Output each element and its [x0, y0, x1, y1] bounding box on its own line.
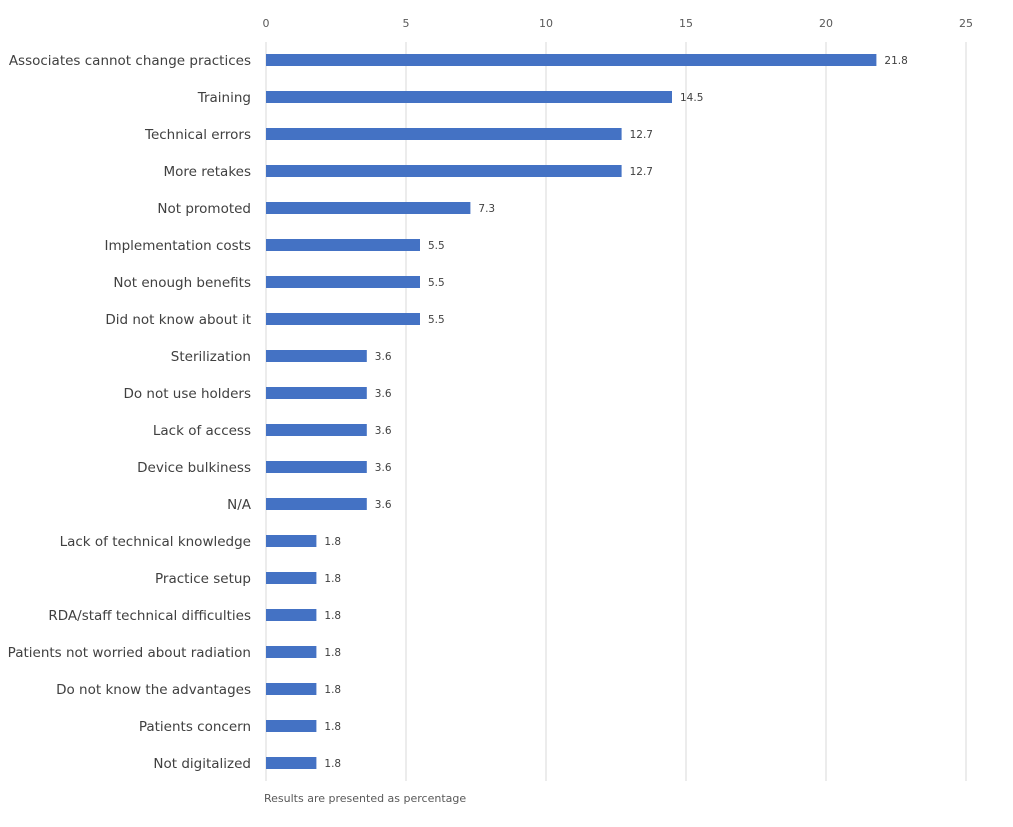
- data-label: 1.8: [324, 610, 341, 622]
- category-label: Patients not worried about radiation: [8, 645, 251, 661]
- category-label: Device bulkiness: [137, 460, 251, 476]
- bar: [266, 165, 622, 177]
- category-label: Did not know about it: [105, 312, 251, 328]
- data-label: 5.5: [428, 240, 445, 252]
- x-axis-ticks: 0 5 10 15 20 25: [263, 17, 974, 30]
- category-label: Do not use holders: [123, 386, 251, 402]
- category-label: N/A: [227, 497, 252, 513]
- data-label: 1.8: [324, 721, 341, 733]
- bar: [266, 276, 420, 288]
- data-label: 5.5: [428, 314, 445, 326]
- bar: [266, 609, 317, 621]
- x-tick-label: 0: [263, 17, 270, 30]
- x-tick-label: 20: [819, 17, 833, 30]
- data-label: 1.8: [324, 758, 341, 770]
- bar: [266, 202, 471, 214]
- data-label: 21.8: [884, 55, 907, 67]
- bar: [266, 91, 672, 103]
- category-label: Training: [197, 90, 251, 106]
- data-label: 3.6: [375, 425, 392, 437]
- data-label: 3.6: [375, 388, 392, 400]
- bar: [266, 461, 367, 473]
- category-label: Lack of access: [153, 423, 251, 439]
- data-label: 12.7: [630, 129, 653, 141]
- data-label: 12.7: [630, 166, 653, 178]
- chart-footnote: Results are presented as percentage: [264, 792, 467, 805]
- category-label: Lack of technical knowledge: [60, 534, 251, 550]
- bar: [266, 128, 622, 140]
- bars: [266, 54, 877, 769]
- category-label: Not enough benefits: [113, 275, 251, 291]
- data-label: 1.8: [324, 684, 341, 696]
- category-label: Sterilization: [171, 349, 251, 365]
- data-label: 1.8: [324, 573, 341, 585]
- bar: [266, 350, 367, 362]
- bar: [266, 572, 317, 584]
- value-labels: 21.8 14.5 12.7 12.7 7.3 5.5 5.5 5.5 3.6 3.6 3.6 3.6…: [324, 55, 907, 770]
- bar: [266, 313, 420, 325]
- category-label: Patients concern: [139, 719, 251, 735]
- category-label: RDA/staff technical difficulties: [48, 608, 251, 624]
- bar: [266, 757, 317, 769]
- category-label: Implementation costs: [104, 238, 251, 254]
- x-tick-label: 5: [403, 17, 410, 30]
- category-label: Associates cannot change practices: [9, 53, 251, 69]
- x-tick-label: 15: [679, 17, 693, 30]
- data-label: 5.5: [428, 277, 445, 289]
- bar: [266, 720, 317, 732]
- category-label: Practice setup: [155, 571, 251, 587]
- category-label: More retakes: [163, 164, 251, 180]
- gridlines: [265, 42, 967, 781]
- category-label: Do not know the advantages: [56, 682, 251, 698]
- bar: [266, 239, 420, 251]
- data-label: 14.5: [680, 92, 703, 104]
- category-label: Technical errors: [144, 127, 251, 143]
- data-label: 1.8: [324, 647, 341, 659]
- bar: [266, 683, 317, 695]
- bar: [266, 646, 317, 658]
- bar: [266, 535, 317, 547]
- data-label: 1.8: [324, 536, 341, 548]
- data-label: 3.6: [375, 351, 392, 363]
- bar: [266, 424, 367, 436]
- x-tick-label: 10: [539, 17, 553, 30]
- category-label: Not promoted: [157, 201, 251, 217]
- x-tick-label: 25: [959, 17, 973, 30]
- bar: [266, 387, 367, 399]
- bar: [266, 498, 367, 510]
- data-label: 3.6: [375, 462, 392, 474]
- bar: [266, 54, 877, 66]
- category-label: Not digitalized: [153, 756, 251, 772]
- data-label: 3.6: [375, 499, 392, 511]
- data-label: 7.3: [478, 203, 495, 215]
- category-labels: Associates cannot change practices Traini…: [8, 53, 252, 772]
